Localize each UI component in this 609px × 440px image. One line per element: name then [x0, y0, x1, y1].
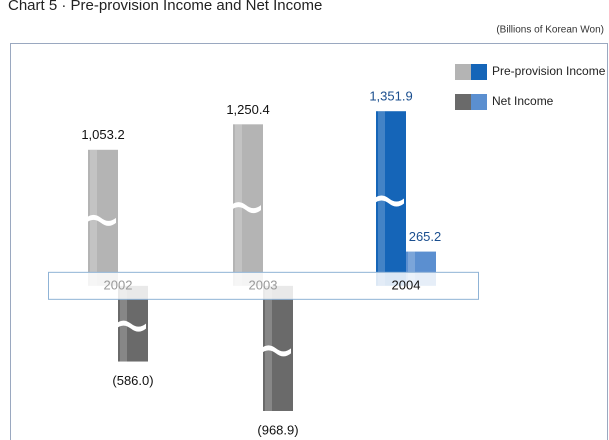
value-label: 1,250.4 — [226, 102, 269, 117]
legend-swatch — [455, 94, 471, 110]
legend-swatch — [471, 64, 487, 80]
legend-label: Net Income — [492, 94, 554, 108]
axis-break — [374, 195, 404, 207]
bar-highlight — [408, 251, 415, 286]
legend-label: Pre-provision Income — [492, 64, 606, 78]
legend-swatch — [471, 94, 487, 110]
value-label: 265.2 — [409, 229, 442, 244]
x-tick-label: 2003 — [249, 277, 278, 292]
x-tick-label: 2004 — [392, 277, 421, 292]
value-label: (968.9) — [257, 422, 298, 437]
axis-break — [86, 214, 116, 226]
value-label: 1,053.2 — [81, 127, 124, 142]
plot-frame — [10, 43, 608, 440]
axis-break — [231, 202, 261, 214]
x-tick-label: 2002 — [104, 277, 133, 292]
legend-swatch — [455, 64, 471, 80]
axis-break — [116, 320, 146, 332]
category-band — [48, 271, 479, 300]
chart-title: Chart 5 · Pre-provision Income and Net I… — [8, 0, 322, 14]
axis-break — [261, 345, 291, 357]
value-label: (586.0) — [112, 373, 153, 388]
value-label: 1,351.9 — [369, 89, 412, 104]
unit-label: (Billions of Korean Won) — [496, 25, 604, 36]
